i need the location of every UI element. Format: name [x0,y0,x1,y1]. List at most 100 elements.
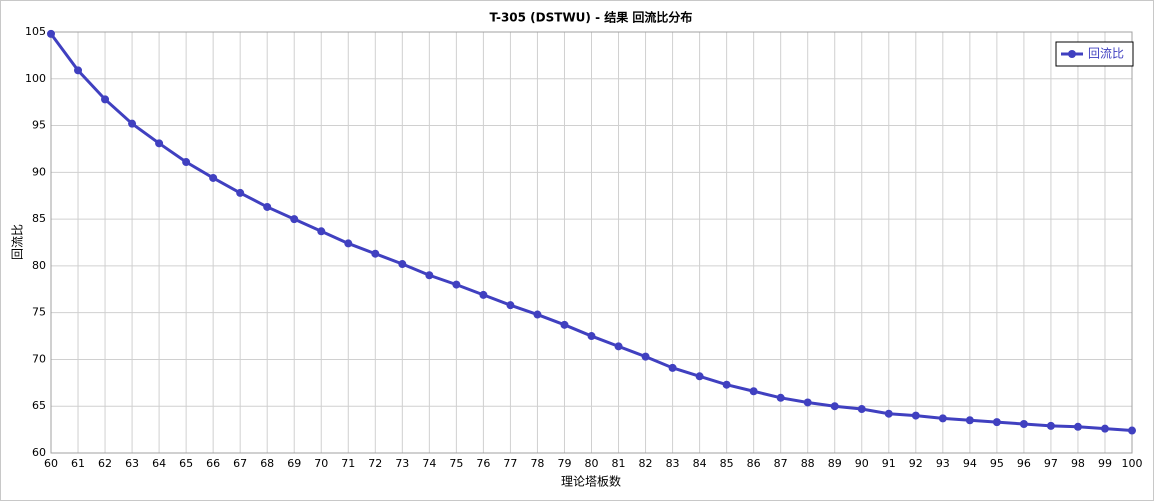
x-tick-label: 88 [801,457,815,470]
x-tick-label: 79 [557,457,571,470]
y-tick-label: 65 [32,399,46,412]
data-point [884,409,893,418]
data-point [830,402,839,411]
x-tick-label: 75 [449,457,463,470]
x-tick-label: 62 [98,457,112,470]
x-tick-label: 83 [666,457,680,470]
y-tick-label: 60 [32,446,46,459]
data-point [992,418,1001,427]
x-tick-label: 87 [774,457,788,470]
y-tick-label: 70 [32,352,46,365]
x-tick-label: 100 [1122,457,1143,470]
data-point [452,280,461,289]
x-tick-label: 65 [179,457,193,470]
x-tick-label: 85 [720,457,734,470]
data-point [911,411,920,420]
data-point [1019,419,1028,428]
x-axis-label: 理论塔板数 [561,474,621,489]
legend-marker [1068,50,1076,58]
x-tick-label: 84 [693,457,707,470]
y-axis-label: 回流比 [11,224,25,260]
data-point [1046,421,1055,430]
data-point [236,188,245,197]
x-tick-label: 77 [503,457,517,470]
data-point [560,320,569,329]
data-point [1128,426,1136,435]
data-point [479,290,488,299]
data-point [614,342,623,351]
x-tick-label: 92 [909,457,923,470]
x-tick-label: 96 [1017,457,1031,470]
data-point [533,310,542,319]
data-point [506,301,515,310]
x-tick-label: 60 [44,457,58,470]
x-tick-label: 98 [1071,457,1085,470]
x-tick-label: 64 [152,457,166,470]
x-tick-label: 67 [233,457,247,470]
data-point [776,393,785,402]
data-point [398,260,407,269]
chart-title: T-305 (DSTWU) - 结果 回流比分布 [490,10,693,25]
data-point [425,271,434,280]
y-tick-label: 85 [32,212,46,225]
x-tick-label: 76 [476,457,490,470]
data-point [182,158,191,167]
x-tick-label: 66 [206,457,220,470]
data-point [74,66,83,75]
data-point [344,239,353,248]
data-point [290,215,299,224]
x-tick-label: 97 [1044,457,1058,470]
data-point [938,414,947,423]
y-tick-label: 90 [32,165,46,178]
data-point [263,202,272,211]
data-point [857,405,866,414]
data-point [209,173,218,182]
x-tick-label: 91 [882,457,896,470]
data-point [47,29,55,38]
x-tick-label: 90 [855,457,869,470]
data-point [695,372,704,381]
data-point [641,352,650,361]
x-tick-label: 82 [639,457,653,470]
data-point [155,139,164,148]
data-point [1073,422,1082,431]
data-point [1100,424,1109,433]
y-tick-label: 75 [32,306,46,319]
x-tick-label: 86 [747,457,761,470]
y-tick-label: 100 [25,72,46,85]
x-tick-label: 61 [71,457,85,470]
x-tick-label: 89 [828,457,842,470]
x-tick-label: 72 [368,457,382,470]
x-tick-label: 63 [125,457,139,470]
data-point [101,95,110,104]
data-point [317,227,326,236]
data-point [965,416,974,425]
x-tick-label: 93 [936,457,950,470]
legend-label: 回流比 [1088,47,1124,61]
x-tick-label: 80 [585,457,599,470]
data-point [749,387,758,396]
x-tick-label: 68 [260,457,274,470]
x-tick-label: 71 [341,457,355,470]
legend: 回流比 [1055,41,1134,67]
data-point [371,249,380,258]
data-point [587,332,596,341]
x-tick-label: 69 [287,457,301,470]
x-tick-label: 70 [314,457,328,470]
x-tick-label: 95 [990,457,1004,470]
x-tick-label: 78 [530,457,544,470]
data-point [668,363,677,372]
data-point [128,119,137,128]
x-tick-label: 81 [612,457,626,470]
y-tick-label: 95 [32,119,46,132]
x-tick-label: 99 [1098,457,1112,470]
y-tick-label: 105 [25,25,46,38]
y-tick-label: 80 [32,259,46,272]
data-point [803,398,812,407]
plot-border [50,31,1133,454]
x-tick-label: 73 [395,457,409,470]
x-tick-label: 74 [422,457,436,470]
data-point [722,380,731,389]
